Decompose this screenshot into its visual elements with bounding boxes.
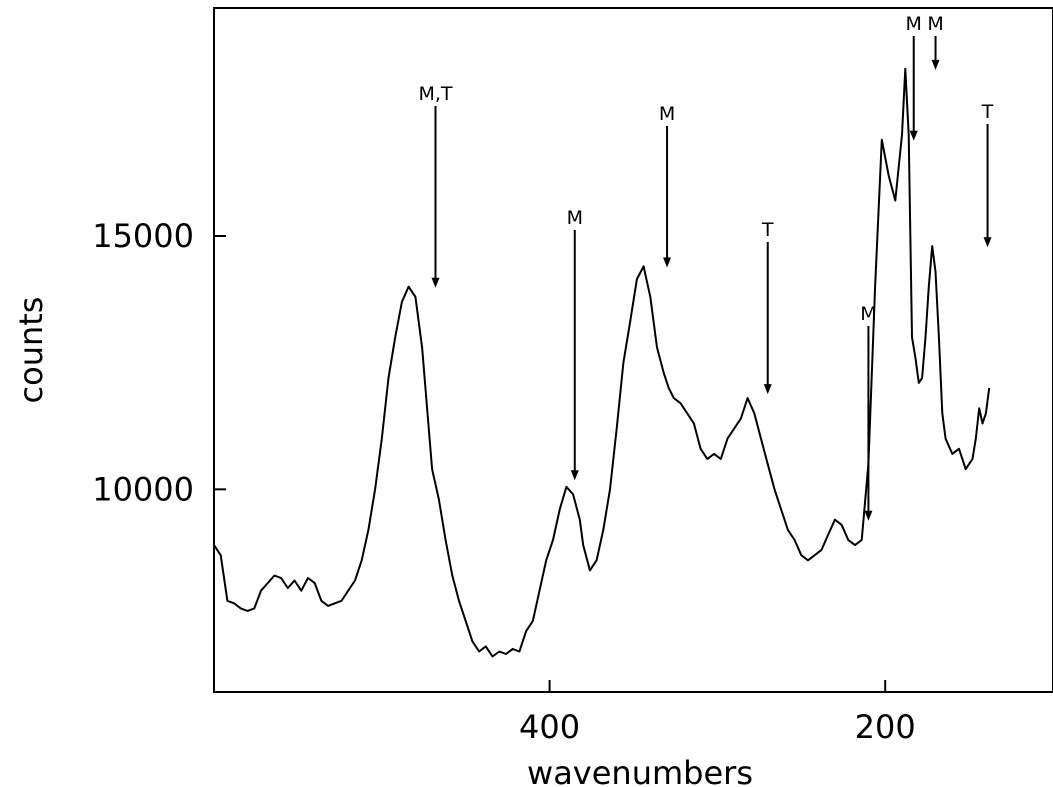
x-tick-label: 400 <box>519 708 580 746</box>
annotation-label: M <box>860 303 876 325</box>
arrow-head-icon <box>983 237 992 248</box>
annotation-4: M <box>860 303 877 521</box>
arrow-head-icon <box>931 59 940 70</box>
arrow-head-icon <box>909 130 918 141</box>
annotation-label: M <box>906 13 922 35</box>
spectrum-line <box>213 67 991 658</box>
annotation-label: M <box>567 207 583 229</box>
annotation-0: M,T <box>418 83 453 288</box>
annotation-label: M <box>659 103 675 125</box>
arrow-head-icon <box>864 510 873 521</box>
arrow-head-icon <box>763 384 772 395</box>
plot-frame <box>213 7 1053 693</box>
annotation-2: M <box>659 103 675 268</box>
annotation-1: M <box>567 207 583 481</box>
x-axis-title: wavenumbers <box>527 754 753 787</box>
annotation-label: T <box>761 219 774 241</box>
y-axis-title: counts <box>12 297 50 404</box>
arrow-head-icon <box>431 277 440 288</box>
x-axis-ticks: 400 200 <box>519 680 916 746</box>
y-tick-label: 10000 <box>92 470 194 508</box>
annotation-label: M <box>927 13 943 35</box>
annotation-label: T <box>981 101 994 123</box>
arrow-head-icon <box>663 257 672 268</box>
annotation-7: T <box>981 101 994 248</box>
annotation-3: T <box>761 219 774 395</box>
x-tick-label: 200 <box>855 708 916 746</box>
annotation-label: M,T <box>418 83 452 105</box>
annotation-5: M <box>906 13 922 141</box>
annotation-6: M <box>927 13 944 70</box>
arrow-head-icon <box>570 470 579 481</box>
y-tick-label: 15000 <box>92 217 194 255</box>
y-axis-ticks: 10000 15000 <box>92 217 226 508</box>
